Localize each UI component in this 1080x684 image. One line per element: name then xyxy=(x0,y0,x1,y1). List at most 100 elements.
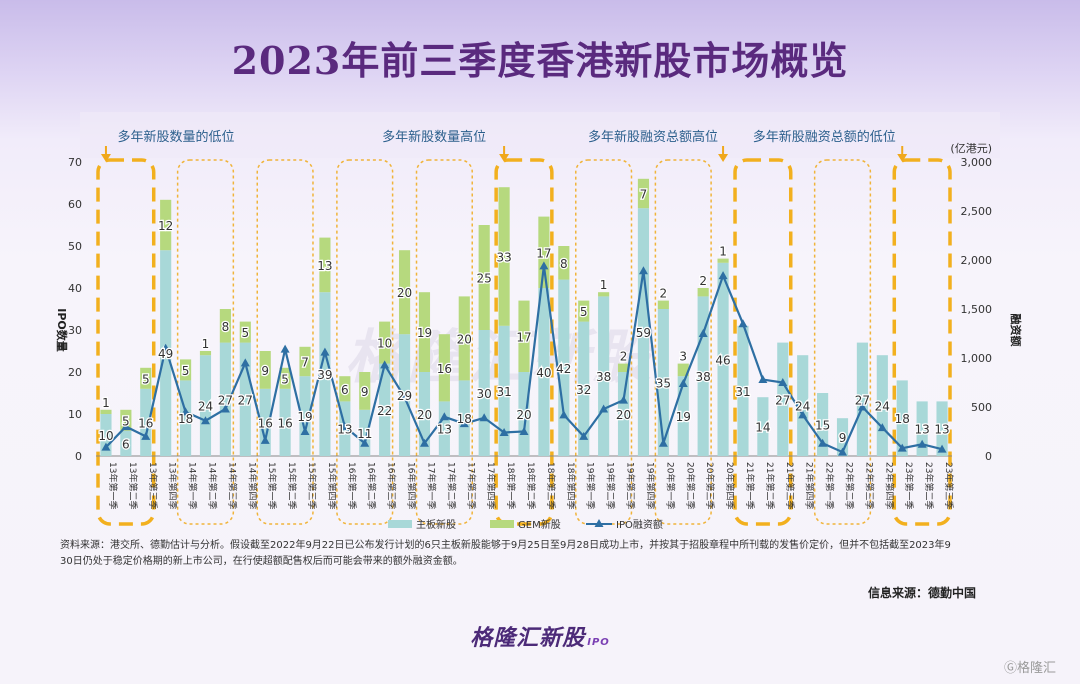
x-tick-label: 20年第二季 xyxy=(684,462,696,509)
x-tick-label: 19年第四季 xyxy=(644,462,656,509)
data-label-main: 20 xyxy=(417,408,432,422)
data-label-main: 24 xyxy=(198,400,213,414)
data-label-main: 40 xyxy=(536,366,551,380)
brand-suffix: IPO xyxy=(587,637,610,648)
note-line-1: 资料来源：港交所、德勤估计与分析。假设截至2022年9月22日已公布发行计划的6… xyxy=(60,540,951,551)
brand-logo: 格隆汇新股 IPO xyxy=(0,620,1080,652)
data-label-gem: 2 xyxy=(699,274,707,288)
legend-swatch-gem xyxy=(490,520,514,528)
y-left-tick-label: 60 xyxy=(68,198,82,211)
legend-label-gem: GEM新股 xyxy=(518,518,561,531)
data-label-main: 9 xyxy=(839,431,847,445)
data-label-main: 27 xyxy=(238,393,253,407)
data-label-gem: 16 xyxy=(437,362,452,376)
x-tick-label: 17年第一季 xyxy=(425,462,437,509)
y-left-tick-label: 0 xyxy=(75,450,82,463)
x-tick-label: 22年第四季 xyxy=(883,462,895,509)
ipo-amount-point xyxy=(280,344,290,353)
page-title: 2023年前三季度香港新股市场概览 xyxy=(231,38,849,83)
x-tick-label: 23年第三季 xyxy=(943,462,955,509)
annotation-arrow-head xyxy=(718,154,729,162)
bar-gem xyxy=(438,334,450,402)
data-label-gem: 9 xyxy=(261,364,269,378)
data-label-main: 24 xyxy=(875,400,890,414)
data-label-main: 27 xyxy=(775,393,790,407)
ipo-amount-point xyxy=(499,427,509,436)
bar-main-board xyxy=(757,397,769,456)
x-tick-label: 18年第二季 xyxy=(525,462,537,509)
bar-gem xyxy=(120,409,132,431)
bar-main-board xyxy=(797,355,809,456)
bar-gem xyxy=(458,296,470,381)
ipo-amount-point xyxy=(579,431,589,440)
data-label-main: 30 xyxy=(477,387,492,401)
x-tick-label: 16年第二季 xyxy=(366,462,378,509)
ipo-amount-point xyxy=(320,347,330,356)
bar-main-board xyxy=(657,309,669,456)
data-label-gem: 3 xyxy=(679,350,687,364)
bar-gem xyxy=(339,376,351,402)
bar-gem xyxy=(617,363,630,372)
bar-gem xyxy=(180,359,192,381)
y-right-unit: (亿港元) xyxy=(950,142,992,155)
y-left-tick-label: 40 xyxy=(68,282,82,295)
x-tick-label: 16年第三季 xyxy=(386,462,398,509)
ipo-amount-point xyxy=(937,444,947,453)
data-label-main: 29 xyxy=(397,389,412,403)
data-label-main: 38 xyxy=(696,370,711,384)
legend-label-ipo: IPO融资额 xyxy=(616,518,663,531)
data-label-main: 11 xyxy=(357,427,372,441)
corner-watermark-text: 格隆汇 xyxy=(1017,661,1057,676)
data-label-main: 16 xyxy=(138,416,153,430)
bar-gem xyxy=(558,246,570,280)
ipo-amount-point xyxy=(459,419,469,428)
data-label-main: 39 xyxy=(317,368,332,382)
data-label-gem: 7 xyxy=(301,356,309,370)
data-label-main: 35 xyxy=(656,377,671,391)
bar-main-board xyxy=(777,342,789,456)
data-label-gem: 8 xyxy=(560,257,568,271)
bar-main-board xyxy=(697,296,709,456)
x-tick-label: 21年第三季 xyxy=(784,462,796,509)
note-line-2: 30日仍处于稳定价格期的新上市公司，在行使超额配售权后而可能会带来的额外融资金额… xyxy=(60,556,463,567)
data-label-main: 18 xyxy=(178,412,193,426)
ipo-amount-point xyxy=(738,319,748,328)
ipo-amount-point xyxy=(101,442,111,451)
bar-gem xyxy=(160,199,172,251)
bar-gem xyxy=(219,309,231,343)
data-label-main: 13 xyxy=(337,423,352,437)
data-label-main: 24 xyxy=(795,400,810,414)
annotation-text: 多年新股数量的低位 xyxy=(117,129,234,145)
bar-main-board xyxy=(438,401,450,456)
x-tick-label: 18年第四季 xyxy=(565,462,577,509)
x-tick-label: 13年第四季 xyxy=(167,462,179,509)
bar-main-board xyxy=(199,355,212,456)
bar-main-board xyxy=(478,330,490,456)
bar-main-board xyxy=(856,342,868,456)
bar-main-board xyxy=(717,262,729,456)
data-label-main: 59 xyxy=(636,326,651,340)
y-left-tick-label: 20 xyxy=(68,366,82,379)
bar-main-board xyxy=(836,418,849,456)
x-tick-label: 21年第二季 xyxy=(764,462,776,509)
legend-marker-ipo xyxy=(594,519,604,527)
data-label-main: 31 xyxy=(496,385,511,399)
ipo-amount-point xyxy=(519,427,529,435)
bar-gem xyxy=(140,367,152,389)
y-left-tick-label: 70 xyxy=(68,156,82,169)
data-label-main: 32 xyxy=(576,383,591,397)
ipo-amount-point xyxy=(419,438,429,447)
y-right-tick-label: 1,500 xyxy=(961,303,993,316)
ipo-amount-point xyxy=(877,423,887,432)
data-label-gem: 9 xyxy=(361,385,369,399)
bar-gem xyxy=(379,321,391,364)
bar-gem xyxy=(478,225,490,330)
source-credit: 信息来源：德勤中国 xyxy=(868,586,977,600)
ipo-amount-point xyxy=(181,407,191,416)
y-left-tick-label: 10 xyxy=(68,408,82,421)
y-right-tick-label: 500 xyxy=(971,401,992,414)
highlight-box xyxy=(813,159,872,525)
x-tick-label: 14年第二季 xyxy=(206,462,218,509)
annotation-band xyxy=(80,112,1000,158)
